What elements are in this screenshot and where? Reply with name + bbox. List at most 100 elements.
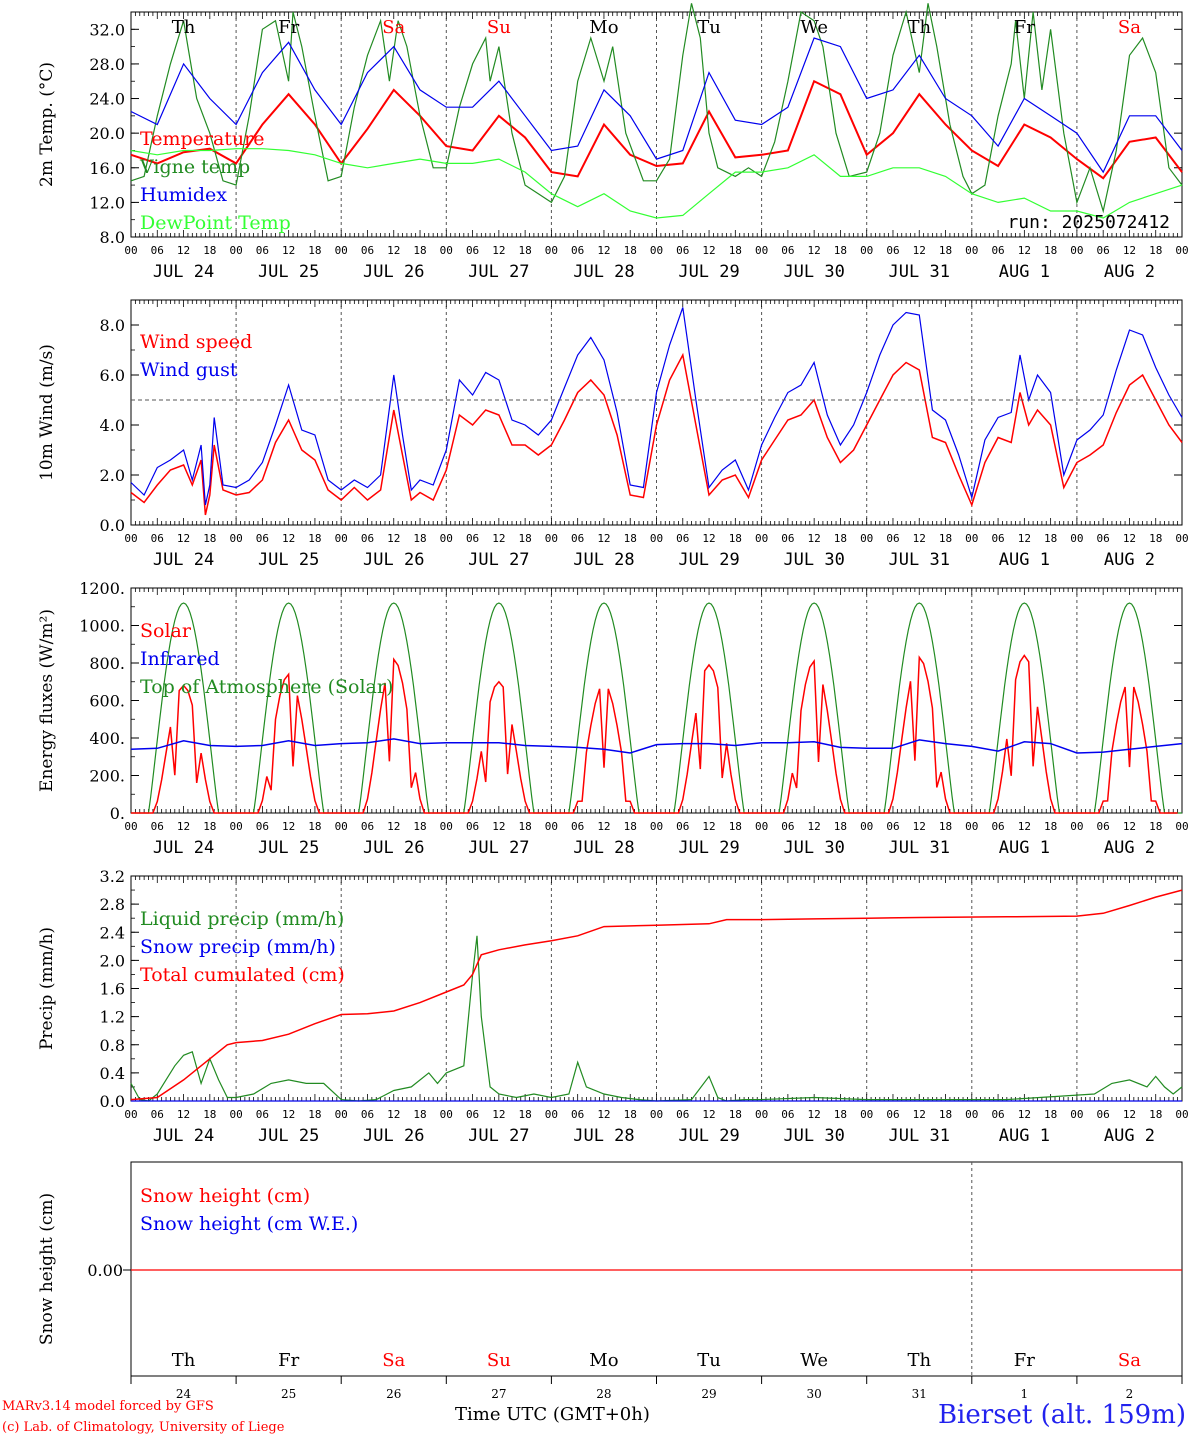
legend-entry: Vigne temp <box>139 156 250 178</box>
legend-entry: Humidex <box>140 184 227 206</box>
hour-label: 06 <box>676 820 689 833</box>
series-line-2 <box>130 889 1183 1101</box>
panel-frame-1 <box>130 299 1183 526</box>
hour-label: 06 <box>1097 820 1110 833</box>
hour-label: 00 <box>335 532 348 545</box>
hour-label: 06 <box>466 1108 479 1121</box>
hour-label: 06 <box>151 244 164 257</box>
date-label: JUL 27 <box>468 262 529 282</box>
day-name-bottom: Sa <box>1118 1350 1141 1371</box>
legend-entry: DewPoint Temp <box>140 212 291 234</box>
date-label: JUL 29 <box>678 550 739 570</box>
hour-label: 00 <box>335 820 348 833</box>
hour-label: 12 <box>1018 820 1031 833</box>
day-name-bottom: Fr <box>278 1350 299 1371</box>
legend-entry: Infrared <box>140 648 220 670</box>
date-label: JUL 24 <box>153 1126 214 1146</box>
date-label: JUL 25 <box>258 1126 319 1146</box>
y-tick-label: 12.0 <box>89 193 125 212</box>
hour-label: 06 <box>466 532 479 545</box>
hour-label: 12 <box>1018 1108 1031 1121</box>
hour-label: 12 <box>387 820 400 833</box>
day-name-bottom: Tu <box>697 1350 721 1371</box>
hour-label: 12 <box>808 1108 821 1121</box>
legend-entry: Top of Atmosphere (Solar) <box>140 676 393 698</box>
hour-label: 06 <box>256 244 269 257</box>
hour-label: 12 <box>387 1108 400 1121</box>
hour-label: 18 <box>1149 1108 1162 1121</box>
hour-label: 00 <box>755 532 768 545</box>
legend-entry: Total cumulated (cm) <box>140 964 345 986</box>
hour-label: 18 <box>308 532 321 545</box>
hour-label: 00 <box>650 244 663 257</box>
hour-label: 18 <box>834 820 847 833</box>
hour-label: 12 <box>177 532 190 545</box>
hour-label: 06 <box>886 1108 899 1121</box>
date-label: AUG 1 <box>999 550 1050 570</box>
hour-label: 06 <box>571 820 584 833</box>
hour-label: 12 <box>702 1108 715 1121</box>
y-tick-label: 4.0 <box>100 416 125 435</box>
hour-label: 12 <box>492 532 505 545</box>
hour-label: 12 <box>597 532 610 545</box>
hour-label: 18 <box>939 1108 952 1121</box>
hour-label: 18 <box>729 1108 742 1121</box>
hour-label: 18 <box>308 820 321 833</box>
date-label: AUG 2 <box>1104 838 1155 858</box>
y-tick-label: 8.0 <box>100 316 125 335</box>
hour-label: 00 <box>650 1108 663 1121</box>
hour-label: 00 <box>860 532 873 545</box>
hour-label: 12 <box>597 1108 610 1121</box>
hour-label: 00 <box>440 820 453 833</box>
hour-label: 00 <box>335 244 348 257</box>
legend-entry: Liquid precip (mm/h) <box>140 908 344 930</box>
hour-label: 18 <box>729 820 742 833</box>
hour-label: 12 <box>387 244 400 257</box>
day-name-top: Sa <box>382 17 405 38</box>
hour-label: 06 <box>256 532 269 545</box>
hour-label: 18 <box>203 820 216 833</box>
hour-label: 18 <box>1149 532 1162 545</box>
y-tick-label: 28.0 <box>89 55 125 74</box>
y-axis-label: Energy fluxes (W/m²) <box>37 609 57 792</box>
date-label: JUL 30 <box>783 1126 844 1146</box>
hour-label: 12 <box>1123 820 1136 833</box>
date-label: JUL 27 <box>468 838 529 858</box>
hour-label: 18 <box>308 1108 321 1121</box>
hour-label: 00 <box>650 532 663 545</box>
day-name-bottom: We <box>800 1350 828 1371</box>
hour-label: 12 <box>282 532 295 545</box>
model-credit: MARv3.14 model forced by GFS <box>2 1399 214 1414</box>
hour-label: 12 <box>702 244 715 257</box>
date-label: JUL 26 <box>363 550 424 570</box>
series-line-0 <box>130 79 1183 180</box>
hour-label: 12 <box>1018 532 1031 545</box>
legend-entry: Snow height (cm W.E.) <box>140 1213 358 1235</box>
hour-label: 00 <box>965 244 978 257</box>
date-label: AUG 1 <box>999 262 1050 282</box>
hour-label: 06 <box>886 820 899 833</box>
day-name-top: Th <box>907 17 931 38</box>
y-tick-label: 0.8 <box>100 1036 125 1055</box>
hour-label: 12 <box>282 244 295 257</box>
day-name-top: Fr <box>1014 17 1035 38</box>
date-label: JUL 31 <box>889 1126 950 1146</box>
y-tick-label: 0. <box>110 804 125 823</box>
hour-label: 18 <box>413 820 426 833</box>
hour-label: 18 <box>729 244 742 257</box>
hour-label: 00 <box>1175 244 1188 257</box>
hour-label: 12 <box>492 1108 505 1121</box>
day-number: 2 <box>1126 1387 1134 1401</box>
hour-label: 12 <box>282 820 295 833</box>
hour-label: 12 <box>808 532 821 545</box>
day-name-top: We <box>800 17 828 38</box>
hour-label: 12 <box>702 820 715 833</box>
y-tick-label: 3.2 <box>100 867 125 886</box>
hour-label: 06 <box>361 1108 374 1121</box>
date-label: JUL 26 <box>363 262 424 282</box>
hour-label: 06 <box>1097 532 1110 545</box>
hour-label: 12 <box>1018 244 1031 257</box>
date-label: JUL 27 <box>468 1126 529 1146</box>
date-label: JUL 24 <box>153 550 214 570</box>
hour-label: 00 <box>1070 244 1083 257</box>
